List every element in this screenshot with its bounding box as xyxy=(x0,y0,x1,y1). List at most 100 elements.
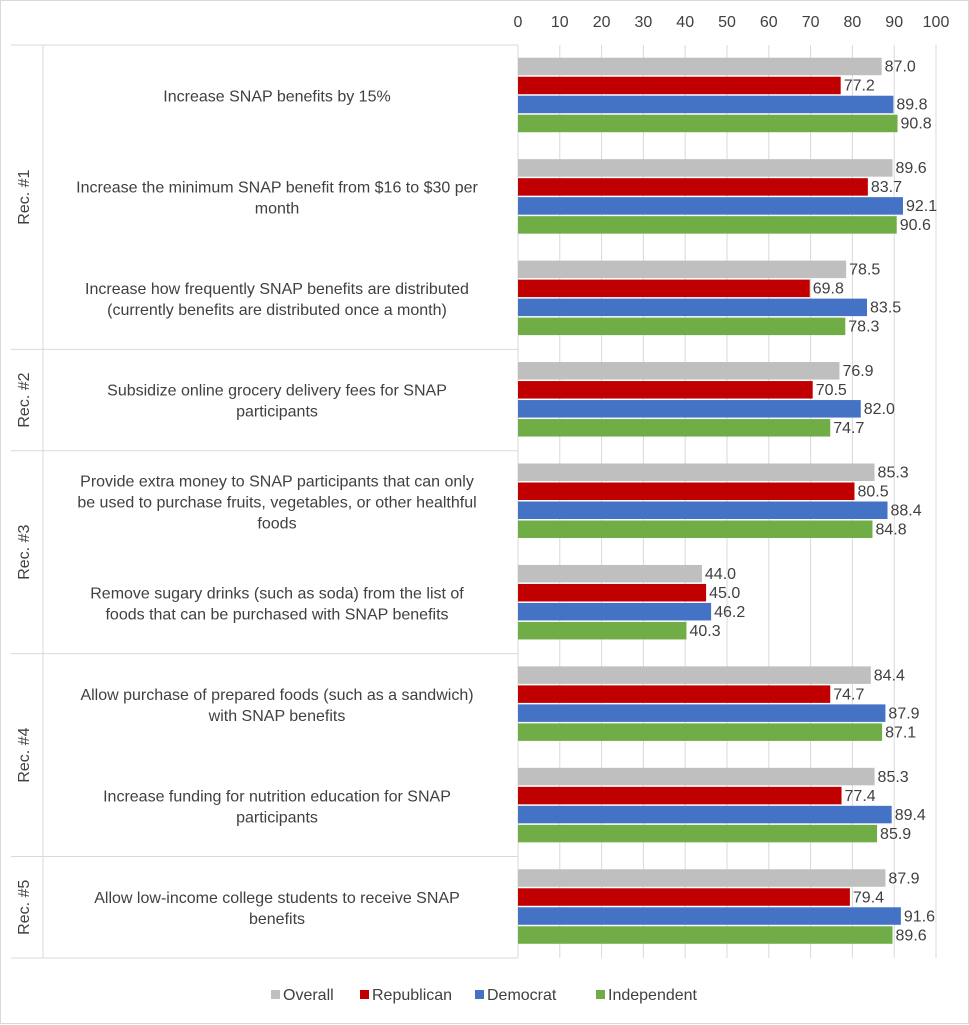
category-label: Allow low-income college students to rec… xyxy=(94,890,460,907)
value-label: 83.7 xyxy=(871,179,902,196)
value-label: 82.0 xyxy=(864,401,895,418)
bars xyxy=(518,57,903,944)
bar-independent xyxy=(518,824,878,843)
value-label: 77.2 xyxy=(844,78,875,95)
group-label: Rec. #5 xyxy=(16,880,33,935)
bar-democrat xyxy=(518,501,888,519)
category-label: foods that can be purchased with SNAP be… xyxy=(105,606,448,623)
value-label: 87.0 xyxy=(885,59,916,76)
bar-republican xyxy=(518,381,813,399)
value-label: 92.1 xyxy=(906,198,937,215)
legend: Overall Republican Democrat Independent xyxy=(271,987,698,1004)
category-label: Increase the minimum SNAP benefit from $… xyxy=(76,180,478,197)
bar-democrat xyxy=(518,197,903,215)
value-label: 74.7 xyxy=(833,686,864,703)
bar-republican xyxy=(518,786,842,805)
bar-overall xyxy=(518,260,847,279)
bar-independent xyxy=(518,114,898,133)
bar-independent xyxy=(518,723,883,741)
bar-overall xyxy=(518,666,871,684)
x-tick-label: 70 xyxy=(802,14,820,31)
group-label: Rec. #1 xyxy=(16,169,33,224)
category-label: participants xyxy=(236,809,318,826)
x-tick-label: 40 xyxy=(676,14,694,31)
bar-democrat xyxy=(518,95,894,114)
bar-independent xyxy=(518,621,687,640)
value-label: 90.8 xyxy=(901,116,932,133)
value-label: 91.6 xyxy=(904,908,935,925)
value-label: 88.4 xyxy=(891,503,922,520)
value-label: 89.8 xyxy=(896,97,927,114)
legend-label: Republican xyxy=(372,987,452,1004)
value-label: 85.3 xyxy=(878,465,909,482)
bar-republican xyxy=(518,178,868,196)
bar-republican xyxy=(518,76,841,95)
group-label: Rec. #3 xyxy=(16,525,33,580)
value-label: 85.3 xyxy=(878,769,909,786)
bar-overall xyxy=(518,362,840,380)
value-label: 74.7 xyxy=(833,420,864,437)
category-label: with SNAP benefits xyxy=(208,708,346,725)
category-label: Remove sugary drinks (such as soda) from… xyxy=(90,585,464,602)
value-label: 40.3 xyxy=(689,623,720,640)
bar-democrat xyxy=(518,602,712,621)
value-label: 89.6 xyxy=(896,160,927,177)
category-label: foods xyxy=(257,516,296,533)
bar-independent xyxy=(518,520,873,538)
value-label: 78.3 xyxy=(848,319,879,336)
bar-independent xyxy=(518,926,893,944)
bar-republican xyxy=(518,888,850,906)
bar-overall xyxy=(518,564,702,583)
legend-label: Independent xyxy=(608,987,698,1004)
bar-republican xyxy=(518,685,831,703)
group-label: Rec. #4 xyxy=(16,727,33,782)
bar-independent xyxy=(518,317,846,336)
value-label: 79.4 xyxy=(853,889,884,906)
value-label: 78.5 xyxy=(849,262,880,279)
category-label: Subsidize online grocery delivery fees f… xyxy=(107,383,447,400)
legend-label: Democrat xyxy=(487,987,557,1004)
value-label: 89.4 xyxy=(895,807,926,824)
x-axis-tick-labels: 0 10 20 30 40 50 60 70 80 90 100 xyxy=(514,14,950,31)
category-label: Allow purchase of prepared foods (such a… xyxy=(80,687,473,704)
bar-democrat xyxy=(518,400,861,418)
value-label: 76.9 xyxy=(842,363,873,380)
legend-label: Overall xyxy=(283,987,334,1004)
x-tick-label: 100 xyxy=(923,14,950,31)
category-label: Increase how frequently SNAP benefits ar… xyxy=(85,281,469,298)
bar-republican xyxy=(518,279,810,298)
legend-swatch-overall xyxy=(271,990,280,999)
group-labels: Rec. #1 Rec. #2 Rec. #3 Rec. #4 Rec. #5 xyxy=(16,169,33,934)
value-label: 46.2 xyxy=(714,604,745,621)
value-label: 87.9 xyxy=(888,705,919,722)
x-tick-label: 0 xyxy=(514,14,523,31)
category-labels: Increase SNAP benefits by 15% Increase th… xyxy=(76,89,478,928)
category-label: (currently benefits are distributed once… xyxy=(107,302,447,319)
value-label: 45.0 xyxy=(709,585,740,602)
value-label: 87.9 xyxy=(888,870,919,887)
bar-independent xyxy=(518,216,897,234)
legend-swatch-republican xyxy=(360,990,369,999)
category-label: benefits xyxy=(249,911,305,928)
value-label: 44.0 xyxy=(705,566,736,583)
x-tick-label: 60 xyxy=(760,14,778,31)
x-tick-label: 30 xyxy=(635,14,653,31)
x-tick-label: 50 xyxy=(718,14,736,31)
category-label: be used to purchase fruits, vegetables, … xyxy=(77,495,476,512)
value-label: 70.5 xyxy=(816,382,847,399)
x-tick-label: 20 xyxy=(593,14,611,31)
bar-democrat xyxy=(518,704,886,722)
value-label: 89.6 xyxy=(896,927,927,944)
category-label: Increase funding for nutrition education… xyxy=(103,788,451,805)
group-label: Rec. #2 xyxy=(16,372,33,427)
legend-swatch-democrat xyxy=(475,990,484,999)
x-tick-label: 10 xyxy=(551,14,569,31)
bar-independent xyxy=(518,419,831,437)
bar-republican xyxy=(518,583,707,602)
value-label: 80.5 xyxy=(857,484,888,501)
bar-overall xyxy=(518,159,893,177)
bar-overall xyxy=(518,869,886,887)
value-label: 83.5 xyxy=(870,300,901,317)
